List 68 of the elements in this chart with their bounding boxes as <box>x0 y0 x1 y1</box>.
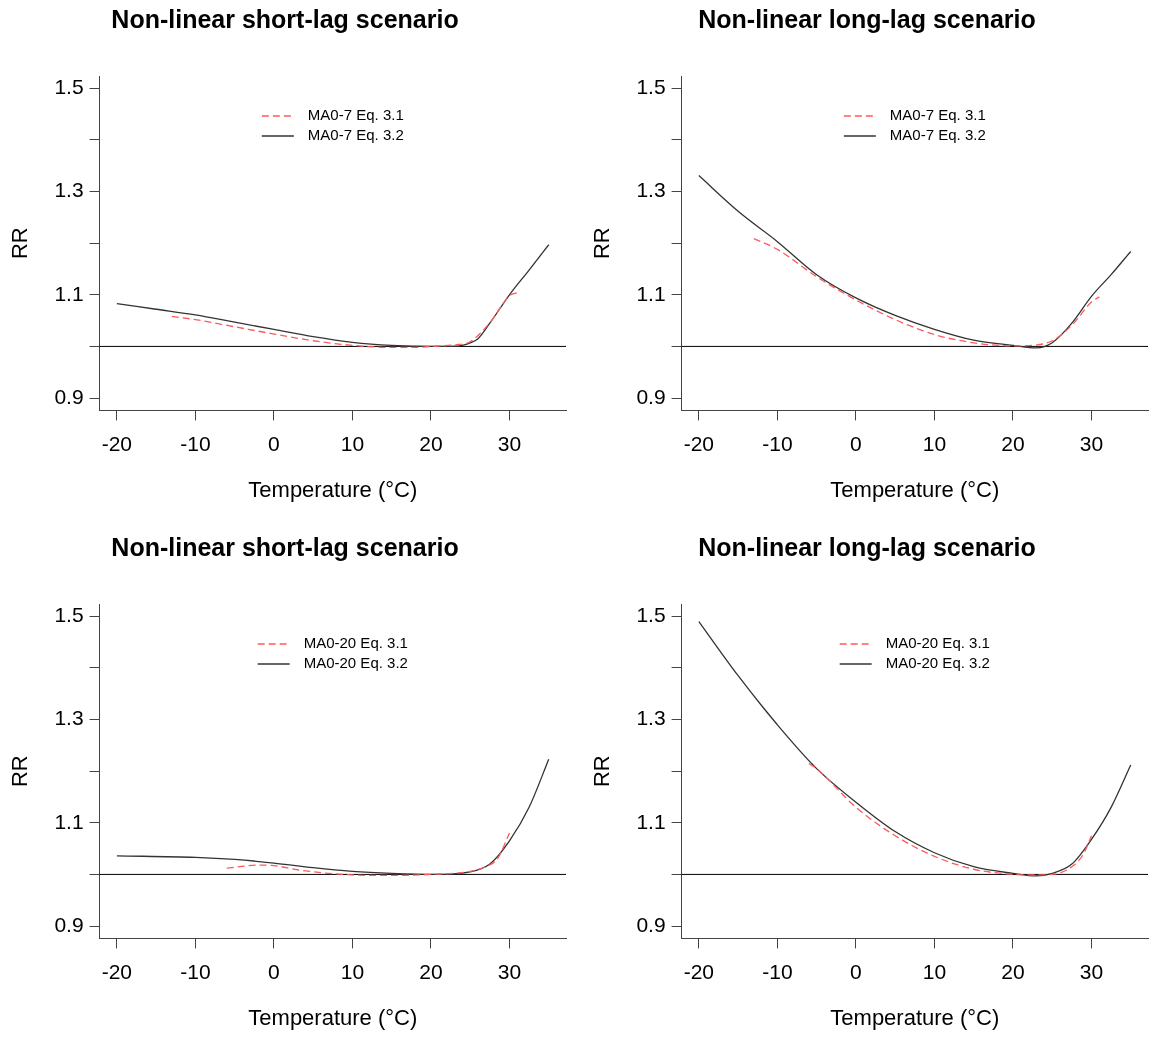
chart-title: Non-linear long-lag scenario <box>698 532 1036 561</box>
y-tick-label: 1.5 <box>636 75 666 99</box>
x-axis-title: Temperature (°C) <box>830 1004 1000 1030</box>
legend-label: MA0-7 Eq. 3.1 <box>307 106 404 124</box>
legend-label: MA0-20 Eq. 3.1 <box>303 634 408 652</box>
legend-label: MA0-7 Eq. 3.1 <box>889 106 986 124</box>
x-axis-title: Temperature (°C) <box>248 476 418 502</box>
line-series <box>171 292 518 349</box>
x-tick-label: 20 <box>419 959 443 983</box>
y-tick-label: 0.9 <box>636 384 666 408</box>
x-axis-title: Temperature (°C) <box>248 1004 418 1030</box>
legend-label: MA0-20 Eq. 3.2 <box>885 654 990 672</box>
x-tick-label: 10 <box>340 959 365 983</box>
x-tick-label: -10 <box>180 431 211 455</box>
y-axis-title: RR <box>7 227 33 260</box>
x-tick-label: 10 <box>340 431 365 455</box>
x-tick-label: 10 <box>922 959 947 983</box>
y-tick-label: 1.3 <box>54 706 84 730</box>
y-tick-label: 1.5 <box>54 75 84 99</box>
x-tick-label: -10 <box>180 959 211 983</box>
legend-label: MA0-20 Eq. 3.1 <box>885 634 990 652</box>
x-tick-label: 0 <box>850 959 862 983</box>
line-series <box>116 758 550 876</box>
y-tick-label: 1.3 <box>54 178 84 202</box>
legend-label: MA0-7 Eq. 3.2 <box>889 126 986 144</box>
y-tick-label: 1.3 <box>636 706 666 730</box>
y-axis-title: RR <box>7 755 33 788</box>
x-tick-label: 20 <box>1001 959 1025 983</box>
line-series <box>753 237 1100 347</box>
chart-title: Non-linear short-lag scenario <box>111 532 459 561</box>
line-series <box>226 832 511 877</box>
x-tick-label: -20 <box>683 959 715 983</box>
x-tick-label: 30 <box>1079 959 1104 983</box>
y-tick-label: 0.9 <box>636 912 666 936</box>
x-tick-label: -10 <box>762 431 793 455</box>
x-tick-label: -20 <box>683 431 715 455</box>
x-tick-label: 20 <box>419 431 443 455</box>
y-tick-label: 0.9 <box>54 384 84 408</box>
legend-label: MA0-20 Eq. 3.2 <box>303 654 408 672</box>
line-series <box>698 174 1132 349</box>
y-axis-title: RR <box>589 227 615 260</box>
y-tick-label: 1.1 <box>636 281 666 305</box>
line-series <box>808 762 1093 876</box>
line-series <box>116 244 550 348</box>
y-tick-label: 1.1 <box>54 281 84 305</box>
x-tick-label: 0 <box>850 431 862 455</box>
chart-title: Non-linear short-lag scenario <box>111 4 459 33</box>
x-tick-label: 30 <box>497 959 522 983</box>
x-tick-label: 10 <box>922 431 947 455</box>
y-tick-label: 0.9 <box>54 912 84 936</box>
line-series <box>698 620 1132 877</box>
x-tick-label: -20 <box>101 959 133 983</box>
y-tick-label: 1.1 <box>636 809 666 833</box>
y-tick-label: 1.1 <box>54 809 84 833</box>
y-tick-label: 1.3 <box>636 178 666 202</box>
x-tick-label: 0 <box>268 431 280 455</box>
y-tick-label: 1.5 <box>54 603 84 627</box>
x-tick-label: 30 <box>1079 431 1104 455</box>
x-axis-title: Temperature (°C) <box>830 476 1000 502</box>
y-tick-label: 1.5 <box>636 603 666 627</box>
x-tick-label: 0 <box>268 959 280 983</box>
y-axis-title: RR <box>589 755 615 788</box>
x-tick-label: 30 <box>497 431 522 455</box>
x-tick-label: -20 <box>101 431 133 455</box>
x-tick-label: 20 <box>1001 431 1025 455</box>
chart-title: Non-linear long-lag scenario <box>698 4 1036 33</box>
legend-label: MA0-7 Eq. 3.2 <box>307 126 404 144</box>
x-tick-label: -10 <box>762 959 793 983</box>
